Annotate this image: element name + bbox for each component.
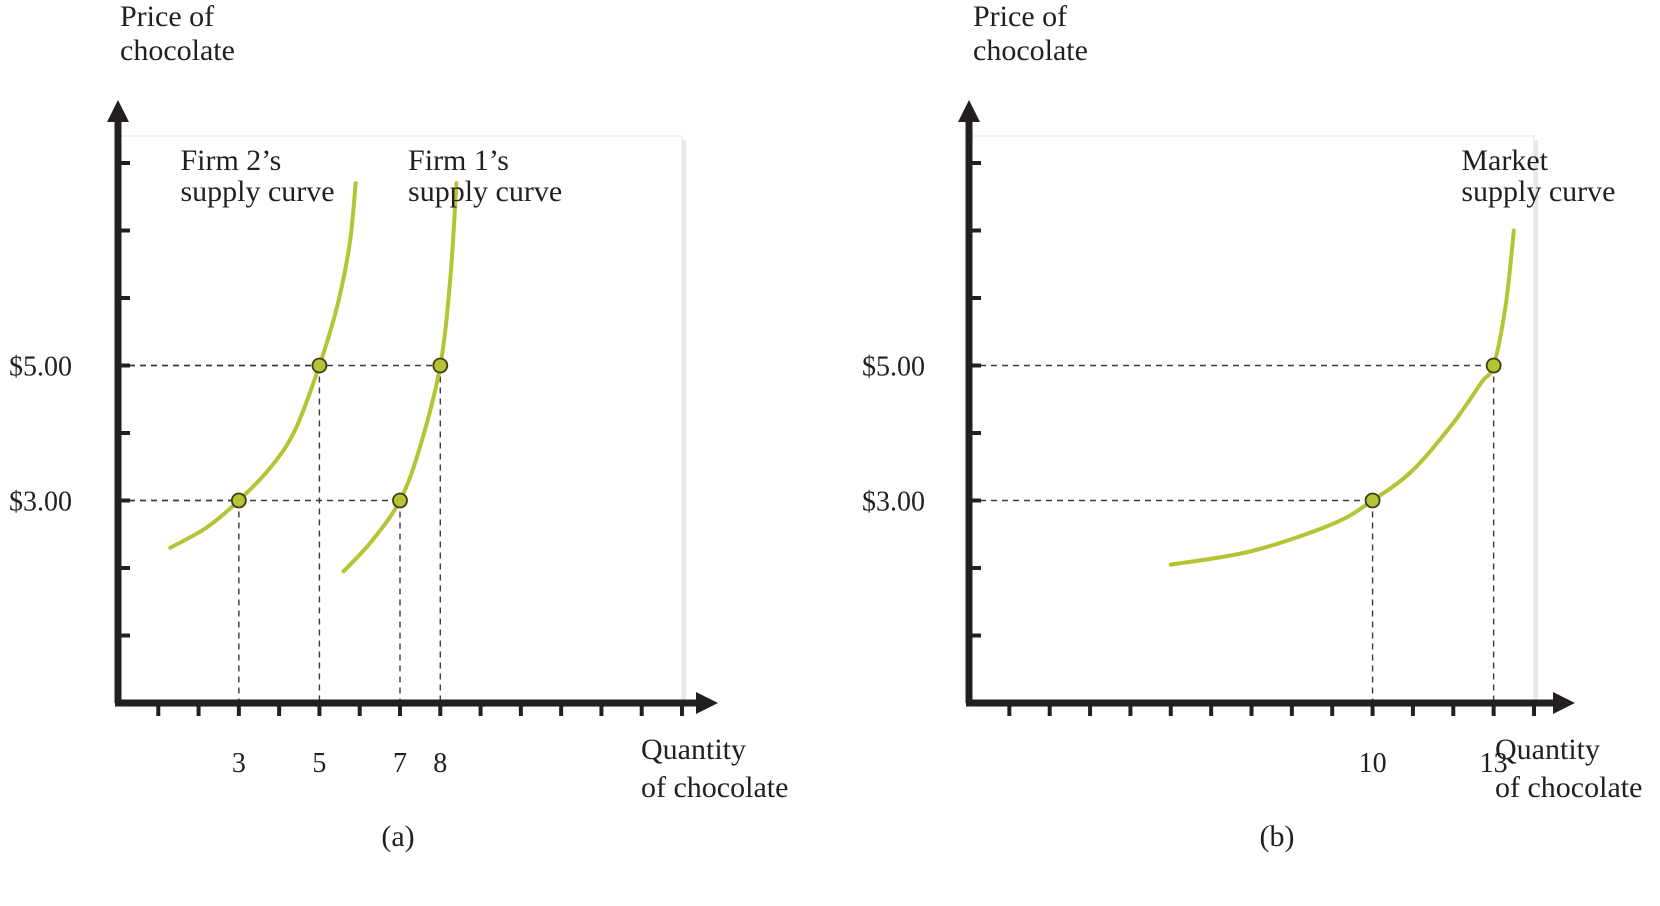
- x-axis-title-line: Quantity: [1495, 733, 1600, 766]
- curve-label-0-line: supply curve: [180, 175, 334, 208]
- x-axis-title: Quantity of chocolate: [1495, 733, 1642, 804]
- x-axis-title: Quantity of chocolate: [641, 733, 788, 804]
- y-axis-title: Price of chocolate: [120, 0, 235, 67]
- x-axis-arrow: [696, 692, 718, 714]
- y-axis-arrow: [958, 100, 980, 122]
- y-axis-title-line: chocolate: [973, 34, 1088, 67]
- supply-curve-0: [1168, 228, 1516, 567]
- supply-curve-0: [168, 181, 358, 550]
- curve-label-0-line: supply curve: [1461, 175, 1615, 208]
- data-point: [230, 492, 247, 509]
- x-axis-arrow: [1553, 692, 1575, 714]
- x-tick-label: 10: [1359, 748, 1387, 779]
- curve-label-0: Market supply curve: [1461, 144, 1615, 208]
- supply-curve-1: [341, 181, 459, 574]
- x-axis-title-line: Quantity: [641, 733, 746, 766]
- curve-label-0-line: Market: [1461, 144, 1548, 177]
- data-point: [392, 492, 408, 509]
- plot-area: [968, 135, 1535, 704]
- y-tick-label: $5.00: [862, 352, 925, 383]
- panel-label: (b): [1260, 820, 1295, 853]
- x-tick-label: 13: [1480, 748, 1508, 779]
- x-tick-label: 5: [312, 748, 326, 779]
- curve-label-0-line: Firm 2’s: [180, 144, 281, 177]
- x-axis-title-line: of chocolate: [641, 771, 788, 804]
- curve-label-1-line: supply curve: [408, 175, 562, 208]
- panel-label: (a): [381, 820, 414, 853]
- y-axis-title-line: Price of: [973, 0, 1067, 33]
- data-point: [1364, 492, 1381, 509]
- x-tick-label: 7: [393, 748, 407, 779]
- plot-area: [117, 135, 683, 704]
- curve-label-1-line: Firm 1’s: [408, 144, 509, 177]
- y-tick-label: $3.00: [862, 487, 925, 518]
- y-axis-arrow: [107, 100, 129, 122]
- data-point: [311, 357, 328, 374]
- panel-b: Market supply curve $3.00 $5.00 10 13 Price of…: [862, 0, 1642, 853]
- y-axis-title-line: chocolate: [120, 34, 235, 67]
- y-tick-label: $3.00: [9, 487, 72, 518]
- data-point: [1485, 357, 1502, 374]
- curve-label-0: Firm 2’s supply curve: [180, 144, 334, 208]
- curve-label-1: Firm 1’s supply curve: [408, 144, 562, 208]
- y-axis-title: Price of chocolate: [973, 0, 1088, 67]
- data-point: [432, 357, 449, 374]
- x-tick-label: 3: [232, 748, 246, 779]
- y-tick-label: $5.00: [9, 352, 72, 383]
- x-axis-title-line: of chocolate: [1495, 771, 1642, 804]
- y-axis-title-line: Price of: [120, 0, 214, 33]
- x-tick-label: 8: [433, 748, 447, 779]
